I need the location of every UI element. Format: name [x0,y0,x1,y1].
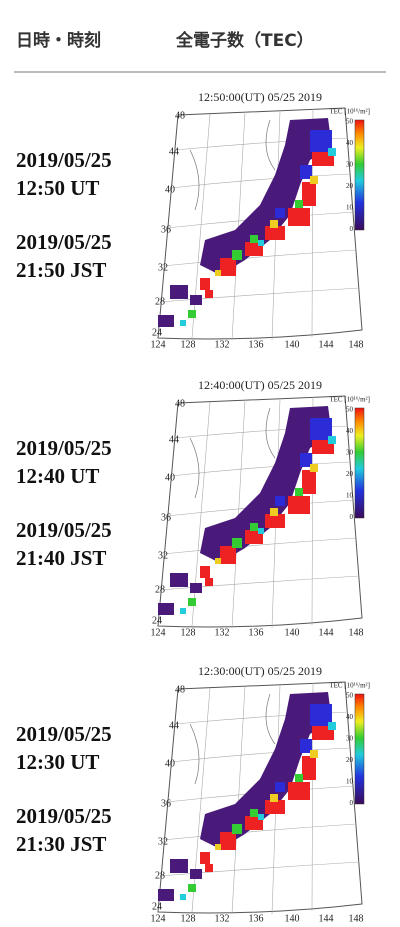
lon-label: 148 [349,627,364,638]
lat-label: 32 [158,262,168,273]
time-jst: 21:50 JST [16,258,107,282]
lat-label: 44 [169,146,179,157]
lat-label: 48 [175,398,185,409]
lat-label: 24 [152,615,162,626]
date-jst: 2019/05/25 [16,518,112,542]
header-rule [14,71,386,73]
header-tec: 全電子数（TEC） [176,31,314,51]
lon-label: 124 [151,913,166,924]
lat-label: 48 [175,684,185,695]
lat-label: 36 [161,512,171,523]
lat-label: 40 [165,758,175,769]
colorbar-tick: 0 [350,513,354,521]
lon-label: 144 [319,913,334,924]
lat-label: 36 [161,224,171,235]
row: 2019/05/25 12:30 UT 2019/05/25 21:30 JST… [0,664,400,927]
colorbar-tick: 50 [346,692,354,700]
date-ut: 2019/05/25 [16,722,112,746]
lon-label: 140 [285,627,300,638]
lon-label: 144 [319,627,334,638]
lat-label: 28 [155,296,165,307]
tec-map: 12:40:00(UT) 05/25 2019 TEC [10¹⁶/m²] 50 40… [151,378,371,638]
colorbar-tick: 40 [346,139,354,147]
lon-label: 128 [181,339,196,350]
lon-label: 136 [249,913,264,924]
lat-label: 24 [152,327,162,338]
colorbar-tick: 30 [346,735,354,743]
colorbar-tick: 20 [346,470,354,478]
lon-label: 136 [249,339,264,350]
colorbar-tick: 30 [346,449,354,457]
lat-label: 36 [161,798,171,809]
colorbar-tick: 50 [346,118,354,126]
colorbar-tick: 20 [346,756,354,764]
lat-label: 48 [175,110,185,121]
tec-map: 12:50:00(UT) 05/25 2019 TEC [10¹⁶/m²] 50 40… [151,90,371,350]
lon-label: 128 [181,627,196,638]
colorbar-tick: 10 [346,778,354,786]
colorbar-tick: 30 [346,161,354,169]
time-jst: 21:40 JST [16,546,107,570]
lon-label: 132 [215,339,230,350]
date-jst: 2019/05/25 [16,804,112,828]
lat-label: 32 [158,836,168,847]
date-ut: 2019/05/25 [16,436,112,460]
lat-label: 28 [155,584,165,595]
lat-label: 40 [165,184,175,195]
colorbar-tick: 10 [346,492,354,500]
time-ut: 12:30 UT [16,750,100,774]
lat-label: 44 [169,434,179,445]
colorbar-tick: 40 [346,427,354,435]
row: 2019/05/25 12:40 UT 2019/05/25 21:40 JST… [0,378,400,668]
map-title: 12:30:00(UT) 05/25 2019 [198,664,322,678]
colorbar-label: TEC [10¹⁶/m²] [329,396,370,404]
lat-label: 28 [155,870,165,881]
lon-label: 148 [349,339,364,350]
map-title: 12:40:00(UT) 05/25 2019 [198,378,322,392]
lon-label: 132 [215,627,230,638]
time-jst: 21:30 JST [16,832,107,856]
lon-label: 140 [285,339,300,350]
row: 2019/05/25 12:50 UT 2019/05/25 21:50 JST… [0,90,400,380]
lat-label: 24 [152,901,162,912]
colorbar-tick: 0 [350,225,354,233]
lon-label: 124 [151,339,166,350]
colorbar-tick: 0 [350,799,354,807]
colorbar-tick: 10 [346,204,354,212]
time-ut: 12:40 UT [16,464,100,488]
tec-map: 12:30:00(UT) 05/25 2019 TEC [10¹⁶/m²] 50 40… [151,664,371,924]
header-date: 日時・時刻 [16,31,101,51]
colorbar-label: TEC [10¹⁶/m²] [329,682,370,690]
lon-label: 136 [249,627,264,638]
lon-label: 132 [215,913,230,924]
lon-label: 140 [285,913,300,924]
colorbar-tick: 20 [346,182,354,190]
lat-label: 44 [169,720,179,731]
colorbar-tick: 40 [346,713,354,721]
map-title: 12:50:00(UT) 05/25 2019 [198,90,322,104]
lon-label: 144 [319,339,334,350]
lon-label: 128 [181,913,196,924]
date-jst: 2019/05/25 [16,230,112,254]
time-ut: 12:50 UT [16,176,100,200]
lat-label: 32 [158,550,168,561]
colorbar-tick: 50 [346,406,354,414]
lon-label: 148 [349,913,364,924]
lat-label: 40 [165,472,175,483]
lon-label: 124 [151,627,166,638]
date-ut: 2019/05/25 [16,148,112,172]
colorbar-label: TEC [10¹⁶/m²] [329,108,370,116]
